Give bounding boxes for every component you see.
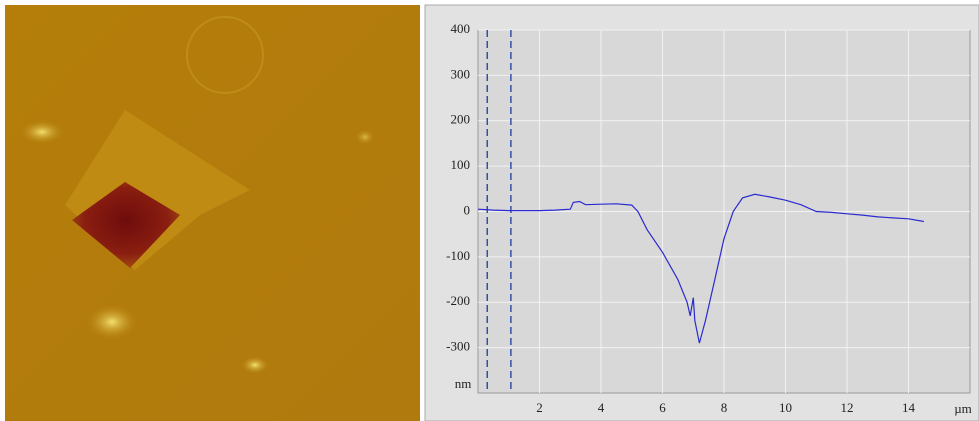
afm-image (5, 5, 420, 421)
x-axis-unit: µm (954, 401, 972, 416)
y-tick-label: -200 (446, 293, 470, 308)
profile-line (477, 193, 925, 344)
x-tick-label: 4 (598, 400, 605, 415)
y-axis-unit: nm (455, 376, 472, 391)
y-tick-label: 300 (451, 66, 471, 81)
y-tick-label: 100 (451, 157, 471, 172)
y-tick-label: -100 (446, 248, 470, 263)
y-tick-label: -300 (446, 339, 470, 354)
x-tick-label: 2 (536, 400, 543, 415)
y-tick-label: 200 (451, 112, 471, 127)
x-tick-label: 10 (779, 400, 792, 415)
y-tick-label: 0 (464, 202, 471, 217)
x-tick-label: 12 (841, 400, 854, 415)
x-tick-label: 6 (659, 400, 666, 415)
x-tick-label: 8 (721, 400, 728, 415)
y-tick-label: 400 (451, 21, 471, 36)
x-tick-label: 14 (902, 400, 916, 415)
